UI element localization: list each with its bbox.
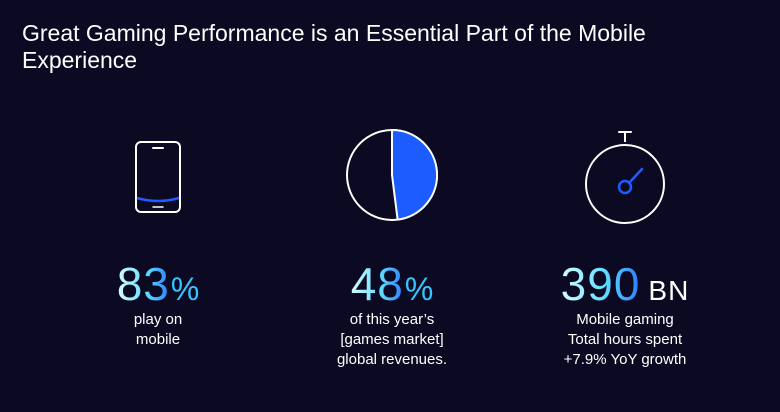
description-line: [games market]: [340, 331, 444, 348]
stat-hours-spent: 390 BN Mobile gaming Total hours spent +7…: [515, 120, 735, 370]
stat-number: 83: [116, 258, 170, 310]
stat-unit: %: [404, 271, 434, 307]
description-line: mobile: [135, 331, 181, 348]
stat-mobile-players: 83% play on mobile: [48, 120, 268, 350]
stat-number: 390: [560, 258, 641, 310]
stat-value: 83%: [48, 258, 268, 310]
stat-description: of this year’s [games market] global rev…: [282, 310, 502, 370]
stat-value: 390 BN: [515, 258, 735, 310]
description-line: global revenues.: [336, 351, 448, 368]
description-line: of this year’s: [349, 311, 435, 328]
stopwatch-icon: [585, 131, 665, 224]
description-line: Mobile gaming: [576, 311, 674, 328]
description-line: +7.9% YoY growth: [563, 351, 687, 368]
pie-slice-revenue-share: [391, 129, 439, 221]
stat-unit: %: [170, 271, 200, 307]
description-line: Total hours spent: [567, 331, 683, 348]
stat-number: 48: [350, 258, 404, 310]
stat-unit: BN: [648, 275, 690, 306]
page-title: Great Gaming Performance is an Essential…: [22, 20, 646, 73]
pie-chart-icon: [346, 129, 439, 221]
stat-description: Mobile gaming Total hours spent +7.9% Yo…: [515, 310, 735, 370]
stat-description: play on mobile: [48, 310, 268, 350]
description-line: play on: [133, 311, 183, 328]
smartphone-icon: [135, 141, 181, 213]
stat-market-revenue: 48% of this year’s [games market] global…: [282, 120, 502, 370]
stat-value: 48%: [282, 258, 502, 310]
